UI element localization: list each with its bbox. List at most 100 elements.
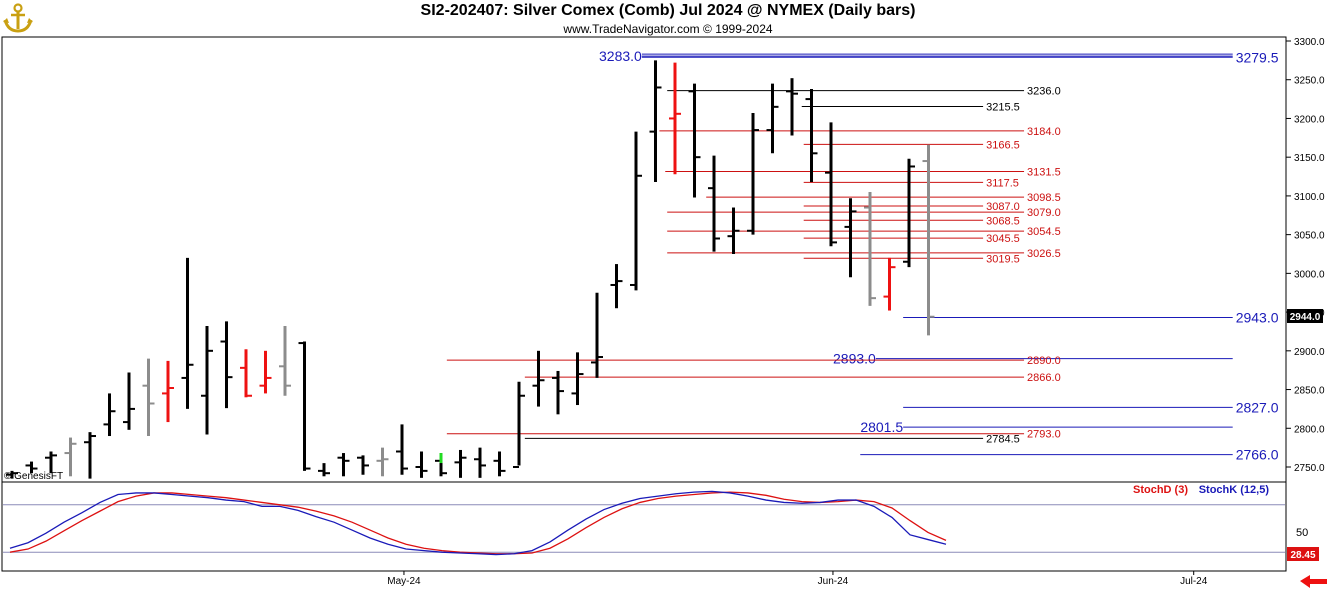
ohlc-bar (220, 321, 233, 409)
level-label: 3098.5 (1027, 192, 1061, 204)
ohlc-bar (415, 451, 428, 478)
ohlc-bar (162, 360, 174, 423)
ohlc-bar (727, 207, 740, 254)
level-label: 3283.0 (599, 48, 642, 64)
chart-title: SI2-202407: Silver Comex (Comb) Jul 2024… (420, 2, 916, 19)
stoch-k-legend: StochK (12,5) (1199, 484, 1270, 496)
level-label: 3087.0 (986, 201, 1020, 213)
y-tick-label: 3050.0 (1294, 231, 1325, 242)
y-tick-label: 2800.0 (1294, 424, 1325, 435)
y-tick-label: 3300.0 (1294, 37, 1325, 48)
level-label: 3068.5 (986, 215, 1020, 227)
level-label: 3045.5 (986, 233, 1020, 245)
ohlc-bar (45, 451, 57, 474)
ohlc-bar (883, 257, 896, 311)
ohlc-bar (201, 326, 213, 435)
watermark: © GenesisFT (4, 471, 63, 482)
y-tick-label: 3200.0 (1294, 114, 1325, 125)
ohlc-bar (376, 447, 389, 477)
level-label: 3079.0 (1027, 207, 1061, 219)
ohlc-bar (474, 447, 486, 478)
level-label: 3019.5 (986, 253, 1020, 265)
level-label: 2890.0 (1027, 355, 1061, 367)
stoch-d-line (9, 491, 947, 555)
stoch-panel-frame (1, 481, 1287, 572)
bars-layer (6, 60, 935, 479)
ohlc-bar (922, 144, 935, 336)
price-axis: 3300.0 3250.0 3200.0 3150.0 3100.0 3050.0 3000… (1286, 37, 1325, 474)
ohlc-bar (25, 461, 38, 474)
level-label: 2766.0 (1236, 447, 1279, 463)
level-label: 2827.0 (1236, 399, 1279, 415)
level-label: 2943.0 (1236, 310, 1279, 326)
x-tick-label: May-24 (387, 576, 421, 587)
level-label: 3236.0 (1027, 86, 1061, 98)
y-tick-label: 3100.0 (1294, 192, 1325, 203)
ohlc-bar (493, 451, 506, 477)
ohlc-bar (864, 192, 876, 306)
level-label: 3026.5 (1027, 248, 1061, 260)
x-tick-label: Jul-24 (1180, 576, 1208, 587)
ohlc-bar (396, 424, 408, 475)
chart-subtitle: www.TradeNavigator.com © 1999-2024 (563, 22, 773, 36)
stoch-tick-50: 50 (1296, 527, 1308, 539)
stoch-d-legend: StochD (3) (1133, 484, 1188, 496)
level-label: 2801.5 (860, 419, 903, 435)
scroll-right-arrow-icon[interactable] (1298, 574, 1328, 589)
level-label: 3117.5 (986, 177, 1019, 189)
last-price-badge-bg (1287, 309, 1323, 323)
ohlc-bar (298, 341, 311, 471)
y-tick-label: 2750.0 (1294, 463, 1325, 474)
level-label: 3215.5 (986, 101, 1020, 113)
y-tick-label: 3000.0 (1294, 269, 1325, 280)
y-tick-label: 3250.0 (1294, 76, 1325, 87)
level-label: 2793.0 (1027, 429, 1061, 441)
y-tick-label: 2850.0 (1294, 386, 1325, 397)
ohlc-bar (571, 352, 584, 406)
ohlc-bar (357, 455, 369, 475)
stoch-last-badge: 28.45 (1290, 550, 1315, 561)
ohlc-bar (708, 155, 720, 252)
level-label: 3279.5 (1236, 49, 1279, 65)
ohlc-bar (532, 350, 545, 407)
ohlc-bar (142, 358, 155, 437)
ohlc-bar (337, 453, 350, 477)
ohlc-bar (279, 326, 291, 396)
ohlc-bar (84, 432, 96, 479)
y-tick-label: 3150.0 (1294, 153, 1325, 164)
price-panel-frame (1, 36, 1287, 483)
ohlc-bar (825, 122, 837, 247)
level-label: 2784.5 (986, 433, 1020, 445)
stoch-last-badge-bg (1287, 547, 1319, 561)
ohlc-bar (513, 381, 525, 468)
ohlc-bar (649, 60, 662, 182)
level-label: 3054.5 (1027, 226, 1061, 238)
ohlc-bar (181, 257, 194, 409)
levels-layer: 3283.0 3279.5 3236.0 3215.5 3184.0 3166.5 3131… (446, 48, 1279, 463)
y-tick-label: 2900.0 (1294, 347, 1325, 358)
ohlc-bar (844, 198, 857, 278)
ohlc-bar (318, 463, 330, 477)
level-label: 3184.0 (1027, 126, 1061, 138)
ohlc-bar (259, 350, 272, 394)
ohlc-bar (805, 89, 818, 182)
ohlc-bar (6, 470, 18, 479)
ohlc-bar (103, 393, 116, 437)
ohlc-bar (435, 453, 447, 477)
ohlc-bar (123, 372, 135, 430)
ohlc-bar (903, 158, 915, 268)
level-label: 3166.5 (986, 139, 1020, 151)
ohlc-bar (610, 264, 623, 309)
stochastic-panel (3, 490, 1285, 556)
level-label: 2893.0 (833, 351, 876, 367)
ohlc-bar (552, 370, 564, 415)
ohlc-bar (747, 113, 759, 235)
ohlc-bar (669, 62, 681, 175)
ohlc-bar (786, 78, 798, 136)
ohlc-bar (454, 449, 467, 478)
level-label: 2866.0 (1027, 372, 1061, 384)
ohlc-bar (766, 83, 779, 154)
ohlc-bar (64, 437, 77, 477)
ohlc-bar (240, 349, 252, 398)
